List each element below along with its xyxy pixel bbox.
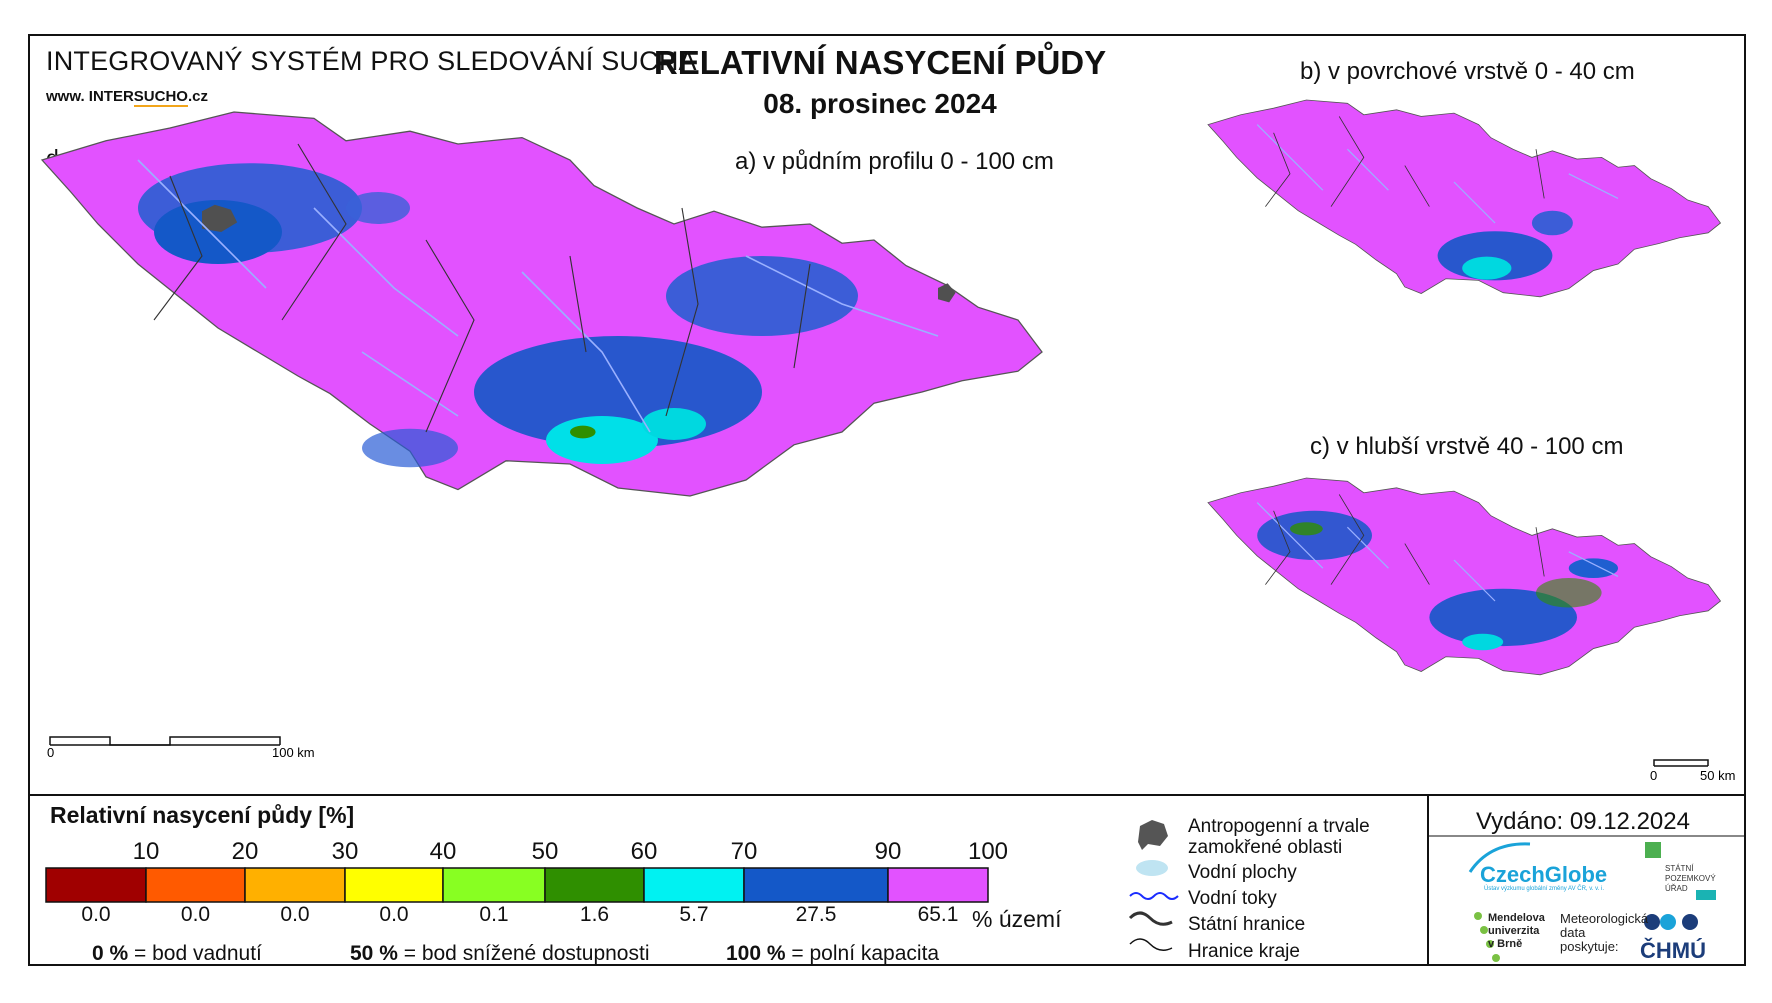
legend-tick-20: 20 xyxy=(231,838,259,865)
legend-tick-70: 70 xyxy=(730,838,758,865)
water-bodies-label: Vodní plochy xyxy=(1188,862,1297,883)
mendel-line-2: univerzita xyxy=(1488,925,1540,937)
main-title: RELATIVNÍ NASYCENÍ PŮDY xyxy=(653,44,1107,81)
legend-unit: % území xyxy=(972,906,1062,932)
chmu-logo-mark xyxy=(1644,914,1698,930)
legend-class-7 xyxy=(743,867,889,903)
note-50-text: = bod snížené dostupnosti xyxy=(403,942,650,965)
scale-bc-end: 50 km xyxy=(1700,768,1735,783)
legend-class-5 xyxy=(544,867,645,903)
legend-tick-60: 60 xyxy=(630,838,658,865)
state-border-icon xyxy=(1128,911,1173,926)
water-streams-label: Vodní toky xyxy=(1188,888,1277,909)
legend-pct-8: 65.1 xyxy=(917,903,959,926)
legend-pct-7: 27.5 xyxy=(795,903,837,926)
main-date: 08. prosinec 2024 xyxy=(763,88,997,119)
website-prefix: www. INTER xyxy=(46,88,134,105)
meteo-data-label: Meteorologická data poskytuje: xyxy=(1560,912,1648,954)
region-border-label: Hranice kraje xyxy=(1188,941,1300,962)
legend-class-4 xyxy=(442,867,546,903)
legend-tick-30: 30 xyxy=(331,838,359,865)
legend-class-8 xyxy=(887,867,989,903)
region-border-icon xyxy=(1129,938,1173,951)
chmu-logo: ČHMÚ xyxy=(1640,938,1706,963)
anthropogenic-label: Antropogenní a trvale zamokřené oblasti xyxy=(1188,816,1370,858)
spu-logo-mark xyxy=(1645,842,1661,858)
legend-pct-5: 1.6 xyxy=(579,903,610,926)
legend-class-0 xyxy=(45,867,147,903)
legend-tick-50: 50 xyxy=(531,838,559,865)
legend-class-6 xyxy=(643,867,745,903)
legend-pct-1: 0.0 xyxy=(180,903,211,926)
map-b xyxy=(1207,99,1721,298)
mendel-line-1: Mendelova xyxy=(1488,912,1545,924)
czechglobe-subtitle: Ústav výzkumu globální změny AV ČR, v. v… xyxy=(1484,886,1605,892)
legend-tick-100: 100 xyxy=(967,838,1009,865)
czechglobe-logo-arc xyxy=(1468,842,1531,873)
legend-tick-90: 90 xyxy=(874,838,902,865)
website-suffix: .cz xyxy=(187,88,208,105)
anthropogenic-line1: Antropogenní a trvale xyxy=(1188,816,1370,837)
legend-pct-6: 5.7 xyxy=(679,903,709,926)
mendel-line-3: v Brně xyxy=(1488,938,1523,950)
note-0-text: = bod vadnutí xyxy=(134,942,262,965)
state-border-label: Státní hranice xyxy=(1188,914,1306,935)
anthropogenic-line2: zamokřené oblasti xyxy=(1188,837,1343,858)
map-b-title: b) v povrchové vrstvě 0 - 40 cm xyxy=(1300,58,1635,85)
legend-class-3 xyxy=(344,867,444,903)
scale-a-start: 0 xyxy=(47,745,54,760)
map-a xyxy=(41,111,1043,497)
legend-tick-10: 10 xyxy=(132,838,160,865)
spu-line-2: POZEMKOVÝ xyxy=(1665,874,1716,883)
scale-bc-start: 0 xyxy=(1650,768,1657,783)
spu-logo: STÁTNÍ POZEMKOVÝ ÚŘAD xyxy=(1665,864,1716,894)
map-a-title: a) v půdním profilu 0 - 100 cm xyxy=(735,148,1054,175)
scale-bar-a: 0 100 km xyxy=(47,736,315,760)
legend-pct-4: 0.1 xyxy=(479,903,509,926)
water-body-icon xyxy=(1136,860,1168,876)
mendel-logo: Mendelova univerzita v Brně xyxy=(1488,912,1545,951)
note-100-bold: 100 % xyxy=(726,942,786,965)
meteo-line-2: data xyxy=(1560,925,1586,940)
mendel-logo-dots xyxy=(1474,912,1500,962)
legend-class-1 xyxy=(145,867,246,903)
meteo-line-1: Meteorologická xyxy=(1560,911,1649,926)
note-50: 50 % = bod snížené dostupnosti xyxy=(350,942,649,966)
water-stream-icon xyxy=(1129,892,1179,900)
meteo-line-3: poskytuje: xyxy=(1560,939,1619,954)
map-c xyxy=(1207,477,1721,676)
note-0-bold: 0 % xyxy=(92,942,129,965)
system-title: INTEGROVANÝ SYSTÉM PRO SLEDOVÁNÍ SUCHA xyxy=(46,46,697,76)
czechglobe-logo: CzechGlobe xyxy=(1480,862,1608,887)
legend-pct-3: 0.0 xyxy=(379,903,409,926)
map-c-title: c) v hlubší vrstvě 40 - 100 cm xyxy=(1310,433,1624,460)
legend-panel xyxy=(28,794,1746,966)
note-100-text: = polní kapacita xyxy=(791,942,940,965)
website-highlight: SUCHO xyxy=(133,88,188,107)
note-100: 100 % = polní kapacita xyxy=(726,942,939,966)
scale-a-end: 100 km xyxy=(272,745,315,760)
issued-date: Vydáno: 09.12.2024 xyxy=(1476,808,1690,835)
spu-logo-bar xyxy=(1696,890,1716,900)
legend-title: Relativní nasycení půdy [%] xyxy=(50,802,355,828)
legend-tick-40: 40 xyxy=(429,838,457,865)
note-0: 0 % = bod vadnutí xyxy=(92,942,262,966)
spu-line-3: ÚŘAD xyxy=(1665,884,1688,893)
legend-pct-2: 0.0 xyxy=(280,903,310,926)
anthropogenic-icon xyxy=(1138,820,1168,850)
website-link[interactable]: www. INTERSUCHO.cz xyxy=(46,88,208,107)
symbol-legend xyxy=(1128,820,1179,951)
legend-pct-0: 0.0 xyxy=(81,903,111,926)
scale-bar-bc: 0 50 km xyxy=(1650,759,1735,783)
legend-class-2 xyxy=(244,867,346,903)
legend-colorbar xyxy=(45,867,989,903)
spu-line-1: STÁTNÍ xyxy=(1665,864,1694,873)
note-50-bold: 50 % xyxy=(350,942,398,965)
